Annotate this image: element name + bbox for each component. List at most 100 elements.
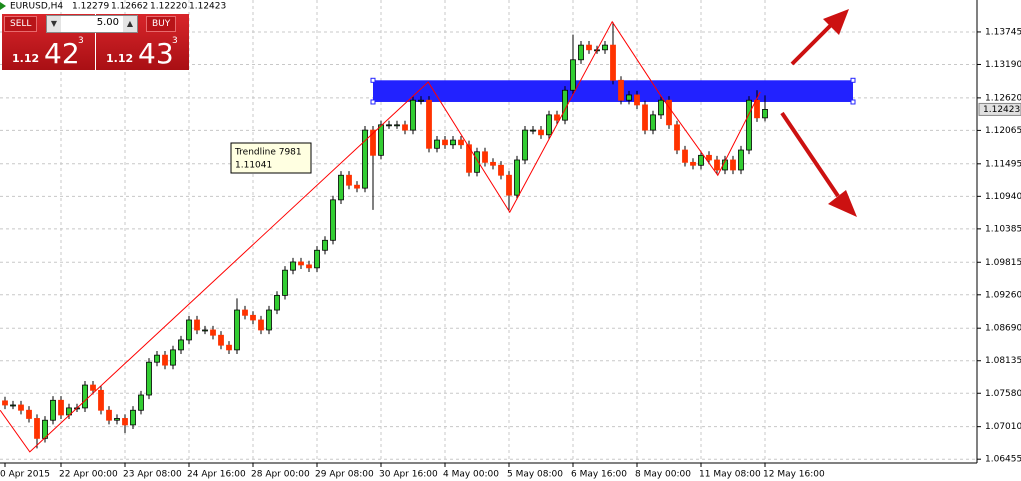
annotation-value: 1.11041 xyxy=(235,161,272,171)
grid xyxy=(0,0,977,463)
x-tick-label: 4 May 00:00 xyxy=(443,470,499,480)
candle-body-down xyxy=(306,264,312,269)
candle-body-down xyxy=(250,314,256,321)
candle-body-up xyxy=(234,309,240,351)
x-tick-label: 28 Apr 00:00 xyxy=(251,470,310,480)
candle-body-down xyxy=(162,354,168,366)
buy-label[interactable]: BUY xyxy=(146,16,177,32)
x-tick-label: 11 May 08:00 xyxy=(699,470,761,480)
x-tick-label: 5 May 08:00 xyxy=(507,470,563,480)
candle-body-down xyxy=(538,129,544,136)
arrow-down xyxy=(780,111,857,217)
lot-value[interactable]: 5.00 xyxy=(96,17,119,28)
candle-body-up xyxy=(378,124,384,156)
candle-body-down xyxy=(122,418,128,426)
candle-body-down xyxy=(482,151,488,163)
candle-body-down xyxy=(466,144,472,173)
ohlc-close: 1.12423 xyxy=(189,2,226,12)
x-tick-label: 6 May 16:00 xyxy=(571,470,627,480)
x-tick-label: 30 Apr 16:00 xyxy=(379,470,438,480)
y-tick-label: 1.12065 xyxy=(985,126,1021,136)
y-tick-label: 1.07580 xyxy=(985,389,1021,399)
candle-body-up xyxy=(738,149,744,171)
sell-price-pips: 42 xyxy=(44,37,80,70)
rectangle-handle xyxy=(850,77,856,83)
lot-decrease[interactable]: ▼ xyxy=(47,16,61,32)
candle-body-up xyxy=(114,418,120,421)
lot-field[interactable]: ▼ 5.00 ▲ xyxy=(46,15,138,33)
annotation-title: Trendline 7981 xyxy=(234,148,302,158)
candle-body-down xyxy=(666,99,672,126)
candle-body-up xyxy=(698,154,704,166)
candle-body-down xyxy=(98,389,104,411)
y-tick-label: 1.06455 xyxy=(985,455,1021,465)
candle-body-up xyxy=(762,109,768,119)
candle-body-up xyxy=(202,329,208,332)
candle-body-up xyxy=(330,199,336,241)
candle-body-up xyxy=(522,129,528,161)
candle-body-up xyxy=(626,94,632,101)
y-tick-label: 1.08135 xyxy=(985,356,1021,366)
y-tick-label: 1.13190 xyxy=(985,60,1021,70)
y-tick-label: 1.08690 xyxy=(985,324,1021,334)
x-tick-label: 22 Apr 00:00 xyxy=(59,470,118,480)
candle-body-up xyxy=(410,99,416,131)
candle-body-up xyxy=(266,309,272,331)
candle-body-down xyxy=(258,319,264,331)
arrow-up xyxy=(790,9,849,66)
candle-body-down xyxy=(26,409,32,419)
candle-body-down xyxy=(194,319,200,331)
x-tick-label: 29 Apr 08:00 xyxy=(315,470,374,480)
candle-body-down xyxy=(2,400,8,406)
candle-body-down xyxy=(754,99,760,119)
candle-body-up xyxy=(138,394,144,411)
annotation-box: Trendline 7981 1.11041 xyxy=(230,142,312,174)
lot-increase[interactable]: ▲ xyxy=(123,16,137,32)
y-tick-label: 1.07010 xyxy=(985,422,1021,432)
candle-body-down xyxy=(690,161,696,166)
candle-body-down xyxy=(682,149,688,163)
sell-price-prefix: 1.12 xyxy=(12,52,40,65)
candle-body-down xyxy=(554,114,560,121)
candle-body-up xyxy=(602,44,608,51)
sell-label[interactable]: SELL xyxy=(4,16,38,32)
candle-body-down xyxy=(346,174,352,186)
x-tick-label: 12 May 16:00 xyxy=(763,470,825,480)
annotation-frame xyxy=(230,142,312,174)
chart-title: EURUSD,H4 xyxy=(10,2,63,12)
candle-body-up xyxy=(274,294,280,311)
candle-body-down xyxy=(90,384,96,391)
candle-body-up xyxy=(514,159,520,196)
candle-body-up xyxy=(130,409,136,426)
x-tick-label: 24 Apr 16:00 xyxy=(187,470,246,480)
candle-body-up xyxy=(338,174,344,201)
ohlc-high: 1.12662 xyxy=(111,2,148,12)
candle-body-up xyxy=(290,261,296,271)
trade-panel: SELL 1.12 42 3 BUY 1.12 43 3 ▼ 5.00 ▲ xyxy=(0,14,190,70)
zigzag-line xyxy=(0,20,761,453)
candle-body-down xyxy=(402,124,408,131)
current-price-box xyxy=(978,102,1021,116)
arrow-shaft xyxy=(780,111,840,198)
candle-body-down xyxy=(426,99,432,149)
candle-body-up xyxy=(546,114,552,136)
y-tick-label: 1.13745 xyxy=(985,27,1021,37)
candle-body-up xyxy=(50,399,56,421)
candle-body-down xyxy=(218,334,224,346)
buy-price-prefix: 1.12 xyxy=(106,52,134,65)
candle-body-up xyxy=(418,99,424,102)
status-icon xyxy=(0,2,6,10)
y-tick-label: 1.10385 xyxy=(985,224,1021,234)
candle-body-up xyxy=(170,349,176,366)
candle-body-up xyxy=(434,139,440,149)
plot xyxy=(0,20,856,453)
candle-body-down xyxy=(34,418,40,439)
ohlc-low: 1.12220 xyxy=(150,2,187,12)
y-tick-label: 1.12620 xyxy=(985,93,1021,103)
candle-body-down xyxy=(506,174,512,196)
candle-body-up xyxy=(282,269,288,296)
candle-body-down xyxy=(586,44,592,51)
candle-body-down xyxy=(354,184,360,189)
rectangle-handle xyxy=(850,99,856,105)
